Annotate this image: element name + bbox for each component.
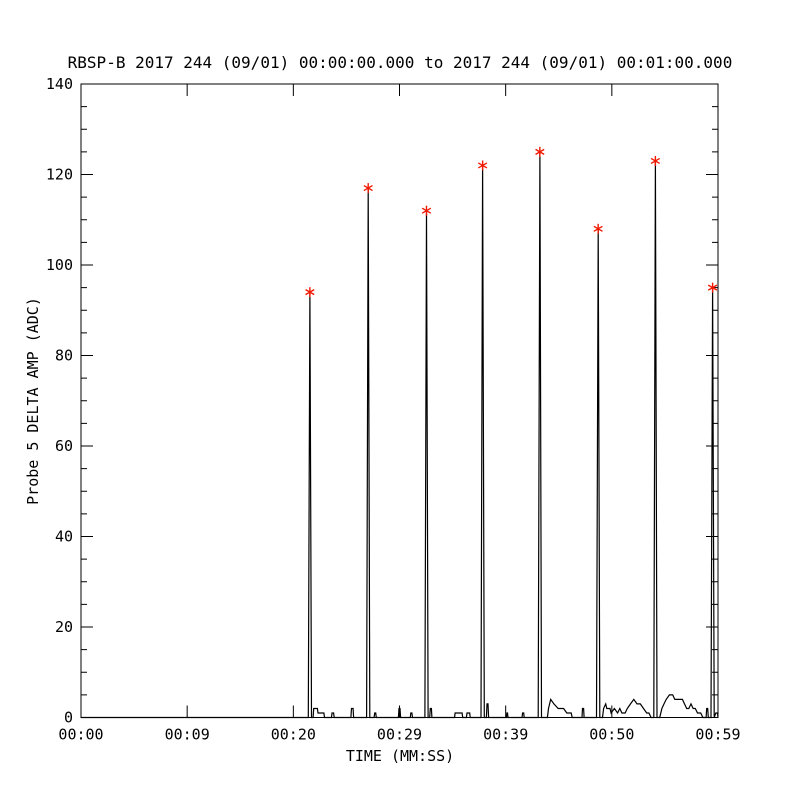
y-tick-label: 20 [55,618,73,636]
asterisk-icon [650,155,661,166]
asterisk-icon [363,183,373,194]
y-tick-label: 40 [55,528,73,546]
peak-markers [305,146,718,298]
asterisk-icon [421,205,432,216]
y-tick-label: 0 [64,709,73,727]
asterisk-arm [593,225,603,232]
asterisk-arm [650,157,661,165]
asterisk-arm [477,162,488,169]
asterisk-icon [707,282,718,293]
x-tick-label: 00:00 [58,726,103,744]
x-tick-label: 00:20 [271,726,316,744]
asterisk-arm [421,207,432,214]
asterisk-icon [477,160,488,171]
asterisk-arm [305,289,315,296]
asterisk-arm [707,284,718,291]
asterisk-icon [535,146,545,157]
x-tick-label: 00:09 [165,726,210,744]
y-tick-label: 120 [46,166,73,184]
x-tick-label: 00:59 [695,726,740,744]
asterisk-icon [593,223,603,234]
x-ticks: 00:00 00:09 00:20 00:29 00:39 00:50 00:59 [58,84,741,744]
asterisk-arm [535,148,545,155]
y-tick-label: 60 [55,437,73,455]
y-major-ticks: 0 20 40 60 80 100 120 140 [46,75,718,727]
asterisk-arm [363,184,373,192]
y-tick-label: 100 [46,256,73,274]
plot-title: RBSP-B 2017 244 (09/01) 00:00:00.000 to … [67,53,733,72]
y-minor-ticks [81,106,718,696]
x-axis-label: TIME (MM:SS) [345,747,455,765]
x-tick-label: 00:39 [483,726,528,744]
x-tick-label: 00:50 [589,726,634,744]
asterisk-icon [305,287,315,298]
x-tick-label: 00:29 [377,726,422,744]
data-line [81,151,719,719]
plot-frame [80,83,719,718]
y-tick-label: 80 [55,347,73,365]
y-tick-label: 140 [46,75,73,93]
